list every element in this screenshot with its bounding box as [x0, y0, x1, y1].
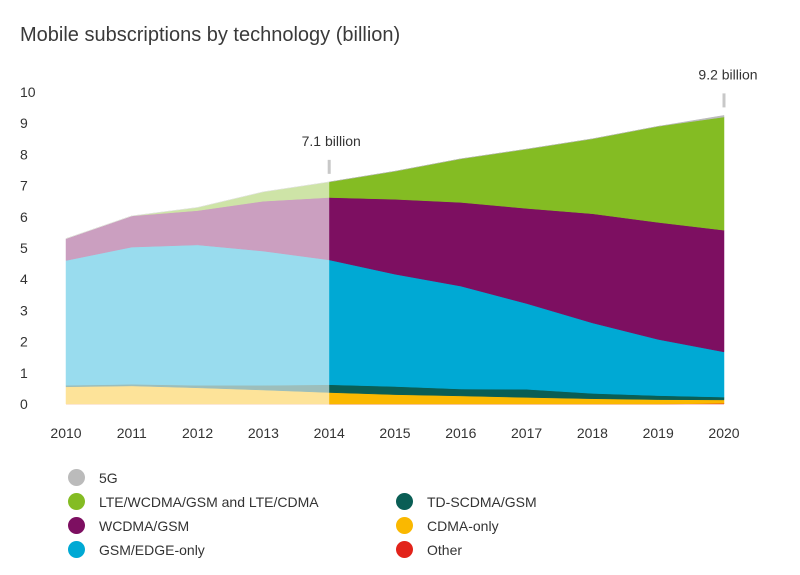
- legend-swatch-wcdma: [68, 517, 85, 534]
- y-tick-label: 4: [20, 271, 28, 287]
- x-tick-label: 2017: [511, 425, 542, 441]
- annotation-label: 7.1 billion: [302, 133, 361, 149]
- legend-label-gsm-edge: GSM/EDGE-only: [99, 541, 205, 558]
- x-tick-label: 2020: [708, 425, 739, 441]
- legend-label-5g: 5G: [99, 469, 118, 486]
- legend-swatch-td-scdma: [396, 493, 413, 510]
- chart-title: Mobile subscriptions by technology (bill…: [20, 24, 401, 46]
- legend-label-lte: LTE/WCDMA/GSM and LTE/CDMA: [99, 493, 319, 510]
- x-tick-label: 2011: [117, 425, 147, 441]
- x-tick-label: 2018: [577, 425, 608, 441]
- y-tick-label: 1: [20, 365, 28, 381]
- y-tick-label: 2: [20, 334, 28, 350]
- x-tick-label: 2019: [643, 425, 674, 441]
- y-tick-label: 8: [20, 146, 28, 162]
- historical-fade-overlay: [65, 87, 330, 405]
- legend-swatch-gsm-edge: [68, 541, 85, 558]
- legend-item-td-scdma: TD-SCDMA/GSM: [396, 493, 537, 510]
- y-tick-label: 6: [20, 209, 28, 225]
- x-tick-label: 2014: [314, 425, 345, 441]
- legend-swatch-lte: [68, 493, 85, 510]
- legend-item-5g: 5G: [68, 469, 118, 486]
- x-tick-label: 2010: [50, 425, 81, 441]
- legend-label-td-scdma: TD-SCDMA/GSM: [427, 493, 537, 510]
- legend-swatch-5g: [68, 469, 85, 486]
- annotations: 7.1 billion 9.2 billion: [302, 66, 758, 174]
- x-tick-label: 2015: [379, 425, 410, 441]
- x-axis: 2010 2011 2012 2013 2014 2015 2016 2017 2018 2019…: [50, 425, 739, 441]
- legend: 5G LTE/WCDMA/GSM and LTE/CDMA WCDMA/GSM …: [68, 466, 688, 566]
- legend-label-cdma: CDMA-only: [427, 517, 499, 534]
- y-axis: 0 1 2 3 4 5 6 7 8 9 10: [20, 84, 36, 412]
- y-tick-label: 0: [20, 396, 28, 412]
- y-tick-label: 7: [20, 178, 28, 194]
- legend-swatch-cdma: [396, 517, 413, 534]
- y-tick-label: 3: [20, 302, 28, 318]
- legend-label-wcdma: WCDMA/GSM: [99, 517, 190, 534]
- y-tick-label: 10: [20, 84, 36, 100]
- legend-item-other: Other: [396, 541, 462, 558]
- legend-label-other: Other: [427, 541, 463, 558]
- legend-item-gsm-edge: GSM/EDGE-only: [68, 541, 205, 558]
- legend-item-lte: LTE/WCDMA/GSM and LTE/CDMA: [68, 493, 319, 510]
- legend-swatch-other: [396, 541, 413, 558]
- y-tick-label: 9: [20, 115, 28, 131]
- legend-item-wcdma: WCDMA/GSM: [68, 517, 189, 534]
- x-tick-label: 2016: [445, 425, 476, 441]
- x-tick-label: 2013: [248, 425, 279, 441]
- y-tick-label: 5: [20, 240, 28, 256]
- annotation-label: 9.2 billion: [698, 66, 757, 82]
- x-tick-label: 2012: [182, 425, 213, 441]
- legend-item-cdma: CDMA-only: [396, 517, 499, 534]
